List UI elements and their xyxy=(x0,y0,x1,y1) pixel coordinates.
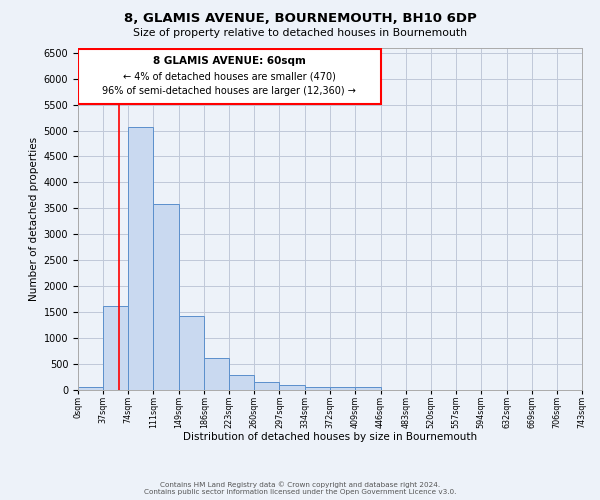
Bar xyxy=(331,387,355,390)
Text: 8 GLAMIS AVENUE: 60sqm: 8 GLAMIS AVENUE: 60sqm xyxy=(153,56,306,66)
Text: 96% of semi-detached houses are larger (12,360) →: 96% of semi-detached houses are larger (… xyxy=(103,86,356,97)
Bar xyxy=(179,316,204,390)
Bar xyxy=(229,375,254,390)
X-axis label: Distribution of detached houses by size in Bournemouth: Distribution of detached houses by size … xyxy=(183,432,477,442)
Y-axis label: Number of detached properties: Number of detached properties xyxy=(29,136,40,301)
Bar xyxy=(153,204,179,390)
Text: Size of property relative to detached houses in Bournemouth: Size of property relative to detached ho… xyxy=(133,28,467,38)
Bar xyxy=(78,48,380,104)
Bar xyxy=(280,385,305,390)
Text: Contains HM Land Registry data © Crown copyright and database right 2024.: Contains HM Land Registry data © Crown c… xyxy=(160,481,440,488)
Bar xyxy=(78,388,103,390)
Bar xyxy=(254,382,280,390)
Text: 8, GLAMIS AVENUE, BOURNEMOUTH, BH10 6DP: 8, GLAMIS AVENUE, BOURNEMOUTH, BH10 6DP xyxy=(124,12,476,26)
Bar xyxy=(128,128,153,390)
Bar xyxy=(305,387,331,390)
Text: Contains public sector information licensed under the Open Government Licence v3: Contains public sector information licen… xyxy=(144,489,456,495)
Text: ← 4% of detached houses are smaller (470): ← 4% of detached houses are smaller (470… xyxy=(123,71,336,81)
Bar xyxy=(103,306,128,390)
Bar xyxy=(355,388,380,390)
Bar xyxy=(204,358,229,390)
